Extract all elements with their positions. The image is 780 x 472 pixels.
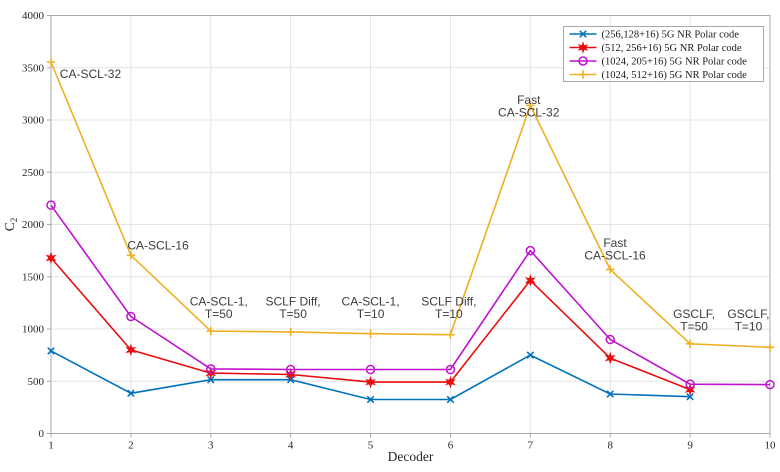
x-tick-label: 2: [128, 440, 134, 452]
annotation-label: CA-SCL-1, T=50: [190, 294, 248, 321]
x-tick-label: 6: [448, 440, 454, 452]
y-tick-label: 2000: [22, 219, 45, 231]
x-tick-label: 10: [765, 440, 777, 452]
series-0: [47, 347, 694, 404]
y-tick-label: 4000: [22, 10, 45, 22]
x-tick-label: 3: [208, 440, 214, 452]
annotation-label: GSCLF, T=50: [673, 307, 715, 334]
annotation-label: Fast CA-SCL-32: [498, 93, 560, 120]
y-tick-label: 1000: [22, 324, 45, 336]
y-tick-label: 3000: [22, 115, 45, 127]
x-axis-title: Decoder: [388, 449, 434, 464]
legend-item-0: (256,128+16) 5G NR Polar code: [569, 30, 740, 41]
x-tick-label: 1: [48, 440, 54, 452]
y-tick-label: 1500: [22, 271, 45, 283]
axis-ticks: 1 2 3 4 5 6 7 8 9 10 0 500 1000 1500 2000 2500 3000 3500 4…: [22, 10, 776, 452]
x-tick-label: 8: [607, 440, 613, 452]
x-tick-label: 5: [368, 440, 374, 452]
annotation-label: CA-SCL-32: [60, 67, 122, 81]
x-tick-label: 9: [687, 440, 693, 452]
annotation-label: SCLF Diff, T=10: [421, 294, 476, 321]
legend-label: (256,128+16) 5G NR Polar code: [602, 30, 740, 41]
series-3: [46, 57, 775, 352]
legend-item-1: (512, 256+16) 5G NR Polar code: [569, 41, 742, 54]
y-tick-label: 2500: [22, 167, 45, 179]
legend: (256,128+16) 5G NR Polar code (512, 256+1…: [563, 26, 764, 82]
y-tick-label: 500: [28, 376, 45, 388]
legend-item-3: (1024, 512+16) 5G NR Polar code: [569, 70, 748, 81]
y-tick-label: 3500: [22, 62, 45, 74]
annotation-label: CA-SCL-16: [127, 238, 189, 252]
annotation-label: CA-SCL-1, T=10: [342, 294, 400, 321]
annotation-label: Fast CA-SCL-16: [584, 236, 646, 263]
y-tick-label: 0: [39, 428, 45, 440]
series-2: [46, 200, 775, 390]
legend-item-2: (1024, 205+16) 5G NR Polar code: [569, 56, 748, 68]
y-axis-title: C2: [2, 218, 19, 232]
legend-label: (1024, 205+16) 5G NR Polar code: [602, 57, 748, 68]
annotation-label: GSCLF, T=10: [727, 307, 769, 334]
annotations: CA-SCL-32 CA-SCL-16 CA-SCL-1, T=50 SCLF Diff…: [60, 67, 770, 333]
legend-label: (512, 256+16) 5G NR Polar code: [602, 43, 742, 54]
x-tick-label: 4: [288, 440, 294, 452]
legend-box: [563, 26, 764, 82]
legend-label: (1024, 512+16) 5G NR Polar code: [602, 70, 748, 81]
annotation-label: SCLF Diff, T=50: [266, 294, 321, 321]
x-tick-label: 7: [528, 440, 534, 452]
